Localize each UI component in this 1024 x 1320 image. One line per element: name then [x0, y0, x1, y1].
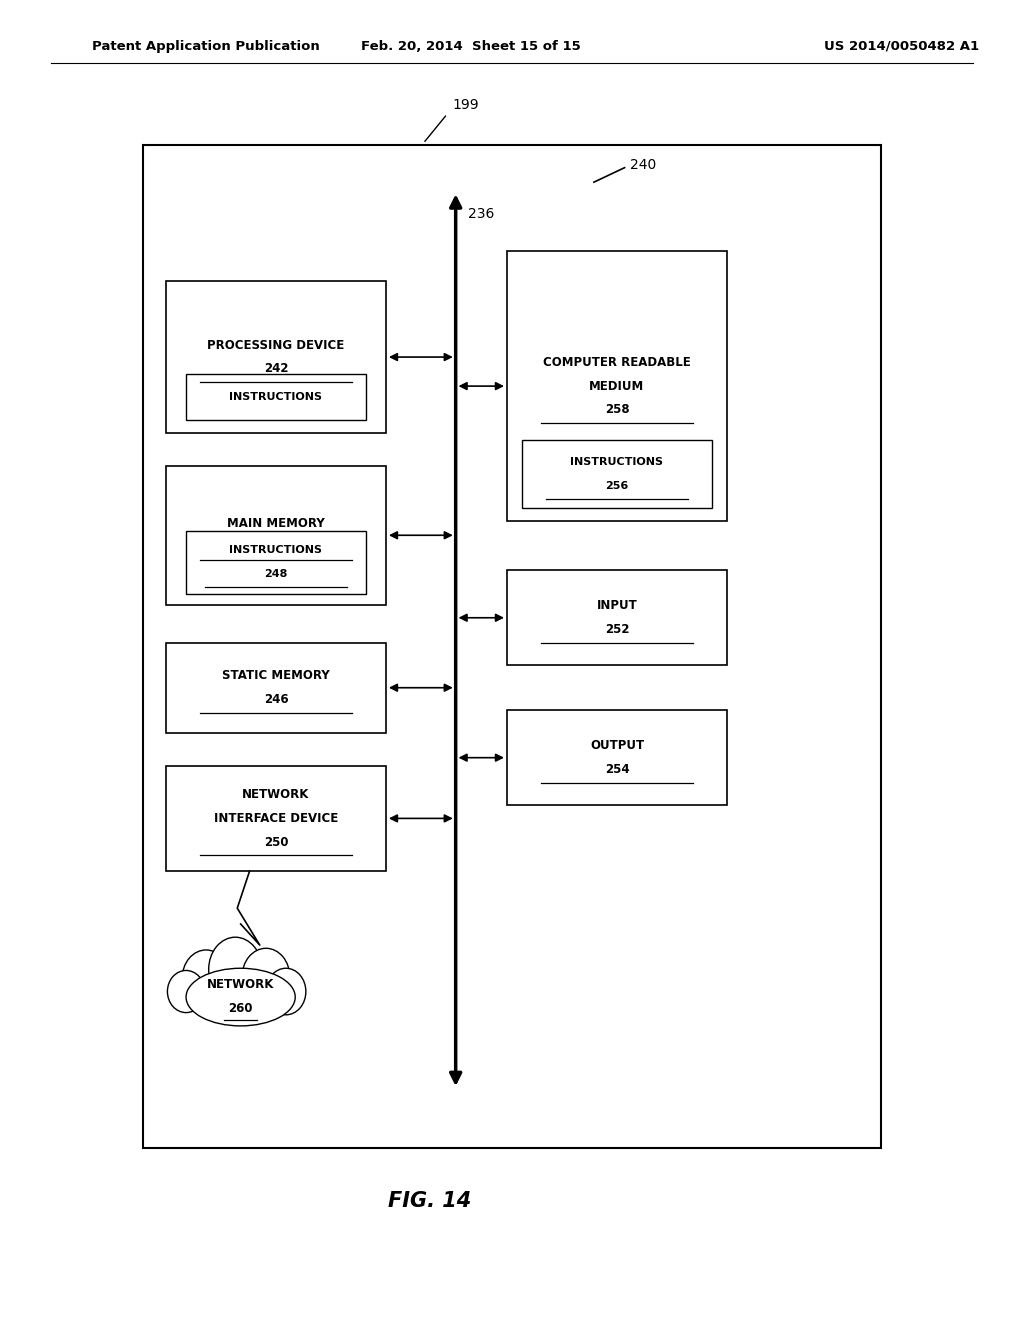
FancyBboxPatch shape: [166, 643, 386, 733]
Text: 246: 246: [263, 693, 289, 706]
Text: STATIC MEMORY: STATIC MEMORY: [222, 669, 330, 682]
Text: NETWORK: NETWORK: [243, 788, 309, 801]
FancyBboxPatch shape: [166, 466, 386, 605]
Ellipse shape: [182, 950, 230, 1007]
Text: 240: 240: [630, 158, 656, 172]
FancyBboxPatch shape: [166, 281, 386, 433]
Text: Feb. 20, 2014  Sheet 15 of 15: Feb. 20, 2014 Sheet 15 of 15: [361, 40, 581, 53]
Text: 242: 242: [264, 363, 288, 375]
Text: US 2014/0050482 A1: US 2014/0050482 A1: [823, 40, 979, 53]
Text: INSTRUCTIONS: INSTRUCTIONS: [229, 545, 323, 556]
Text: INPUT: INPUT: [597, 599, 637, 612]
Text: NETWORK: NETWORK: [207, 978, 274, 991]
FancyBboxPatch shape: [522, 440, 712, 508]
Text: 256: 256: [605, 480, 629, 491]
Text: 258: 258: [604, 404, 630, 416]
Text: 260: 260: [228, 1002, 253, 1015]
FancyBboxPatch shape: [186, 531, 366, 594]
Text: 254: 254: [604, 763, 630, 776]
Text: 236: 236: [468, 207, 495, 220]
Text: INTERFACE DEVICE: INTERFACE DEVICE: [214, 812, 338, 825]
Ellipse shape: [186, 969, 295, 1026]
Text: 250: 250: [264, 836, 288, 849]
Text: 252: 252: [605, 623, 629, 636]
FancyBboxPatch shape: [186, 374, 366, 420]
Text: PROCESSING DEVICE: PROCESSING DEVICE: [207, 339, 345, 351]
FancyBboxPatch shape: [507, 570, 727, 665]
Text: Patent Application Publication: Patent Application Publication: [92, 40, 319, 53]
FancyBboxPatch shape: [166, 766, 386, 871]
Text: INSTRUCTIONS: INSTRUCTIONS: [570, 457, 664, 467]
Text: 248: 248: [264, 569, 288, 579]
Text: MEDIUM: MEDIUM: [590, 380, 644, 392]
Ellipse shape: [242, 948, 290, 1006]
Text: 199: 199: [453, 98, 479, 112]
Text: INSTRUCTIONS: INSTRUCTIONS: [229, 392, 323, 401]
Text: OUTPUT: OUTPUT: [590, 739, 644, 752]
Text: FIG. 14: FIG. 14: [388, 1191, 472, 1212]
Ellipse shape: [266, 969, 306, 1015]
FancyBboxPatch shape: [507, 251, 727, 521]
Text: COMPUTER READABLE: COMPUTER READABLE: [543, 356, 691, 368]
Text: MAIN MEMORY: MAIN MEMORY: [227, 517, 325, 529]
Ellipse shape: [171, 932, 310, 1053]
Ellipse shape: [167, 970, 205, 1012]
Ellipse shape: [209, 937, 262, 1002]
Text: 244: 244: [263, 541, 289, 553]
FancyBboxPatch shape: [143, 145, 881, 1148]
FancyBboxPatch shape: [507, 710, 727, 805]
